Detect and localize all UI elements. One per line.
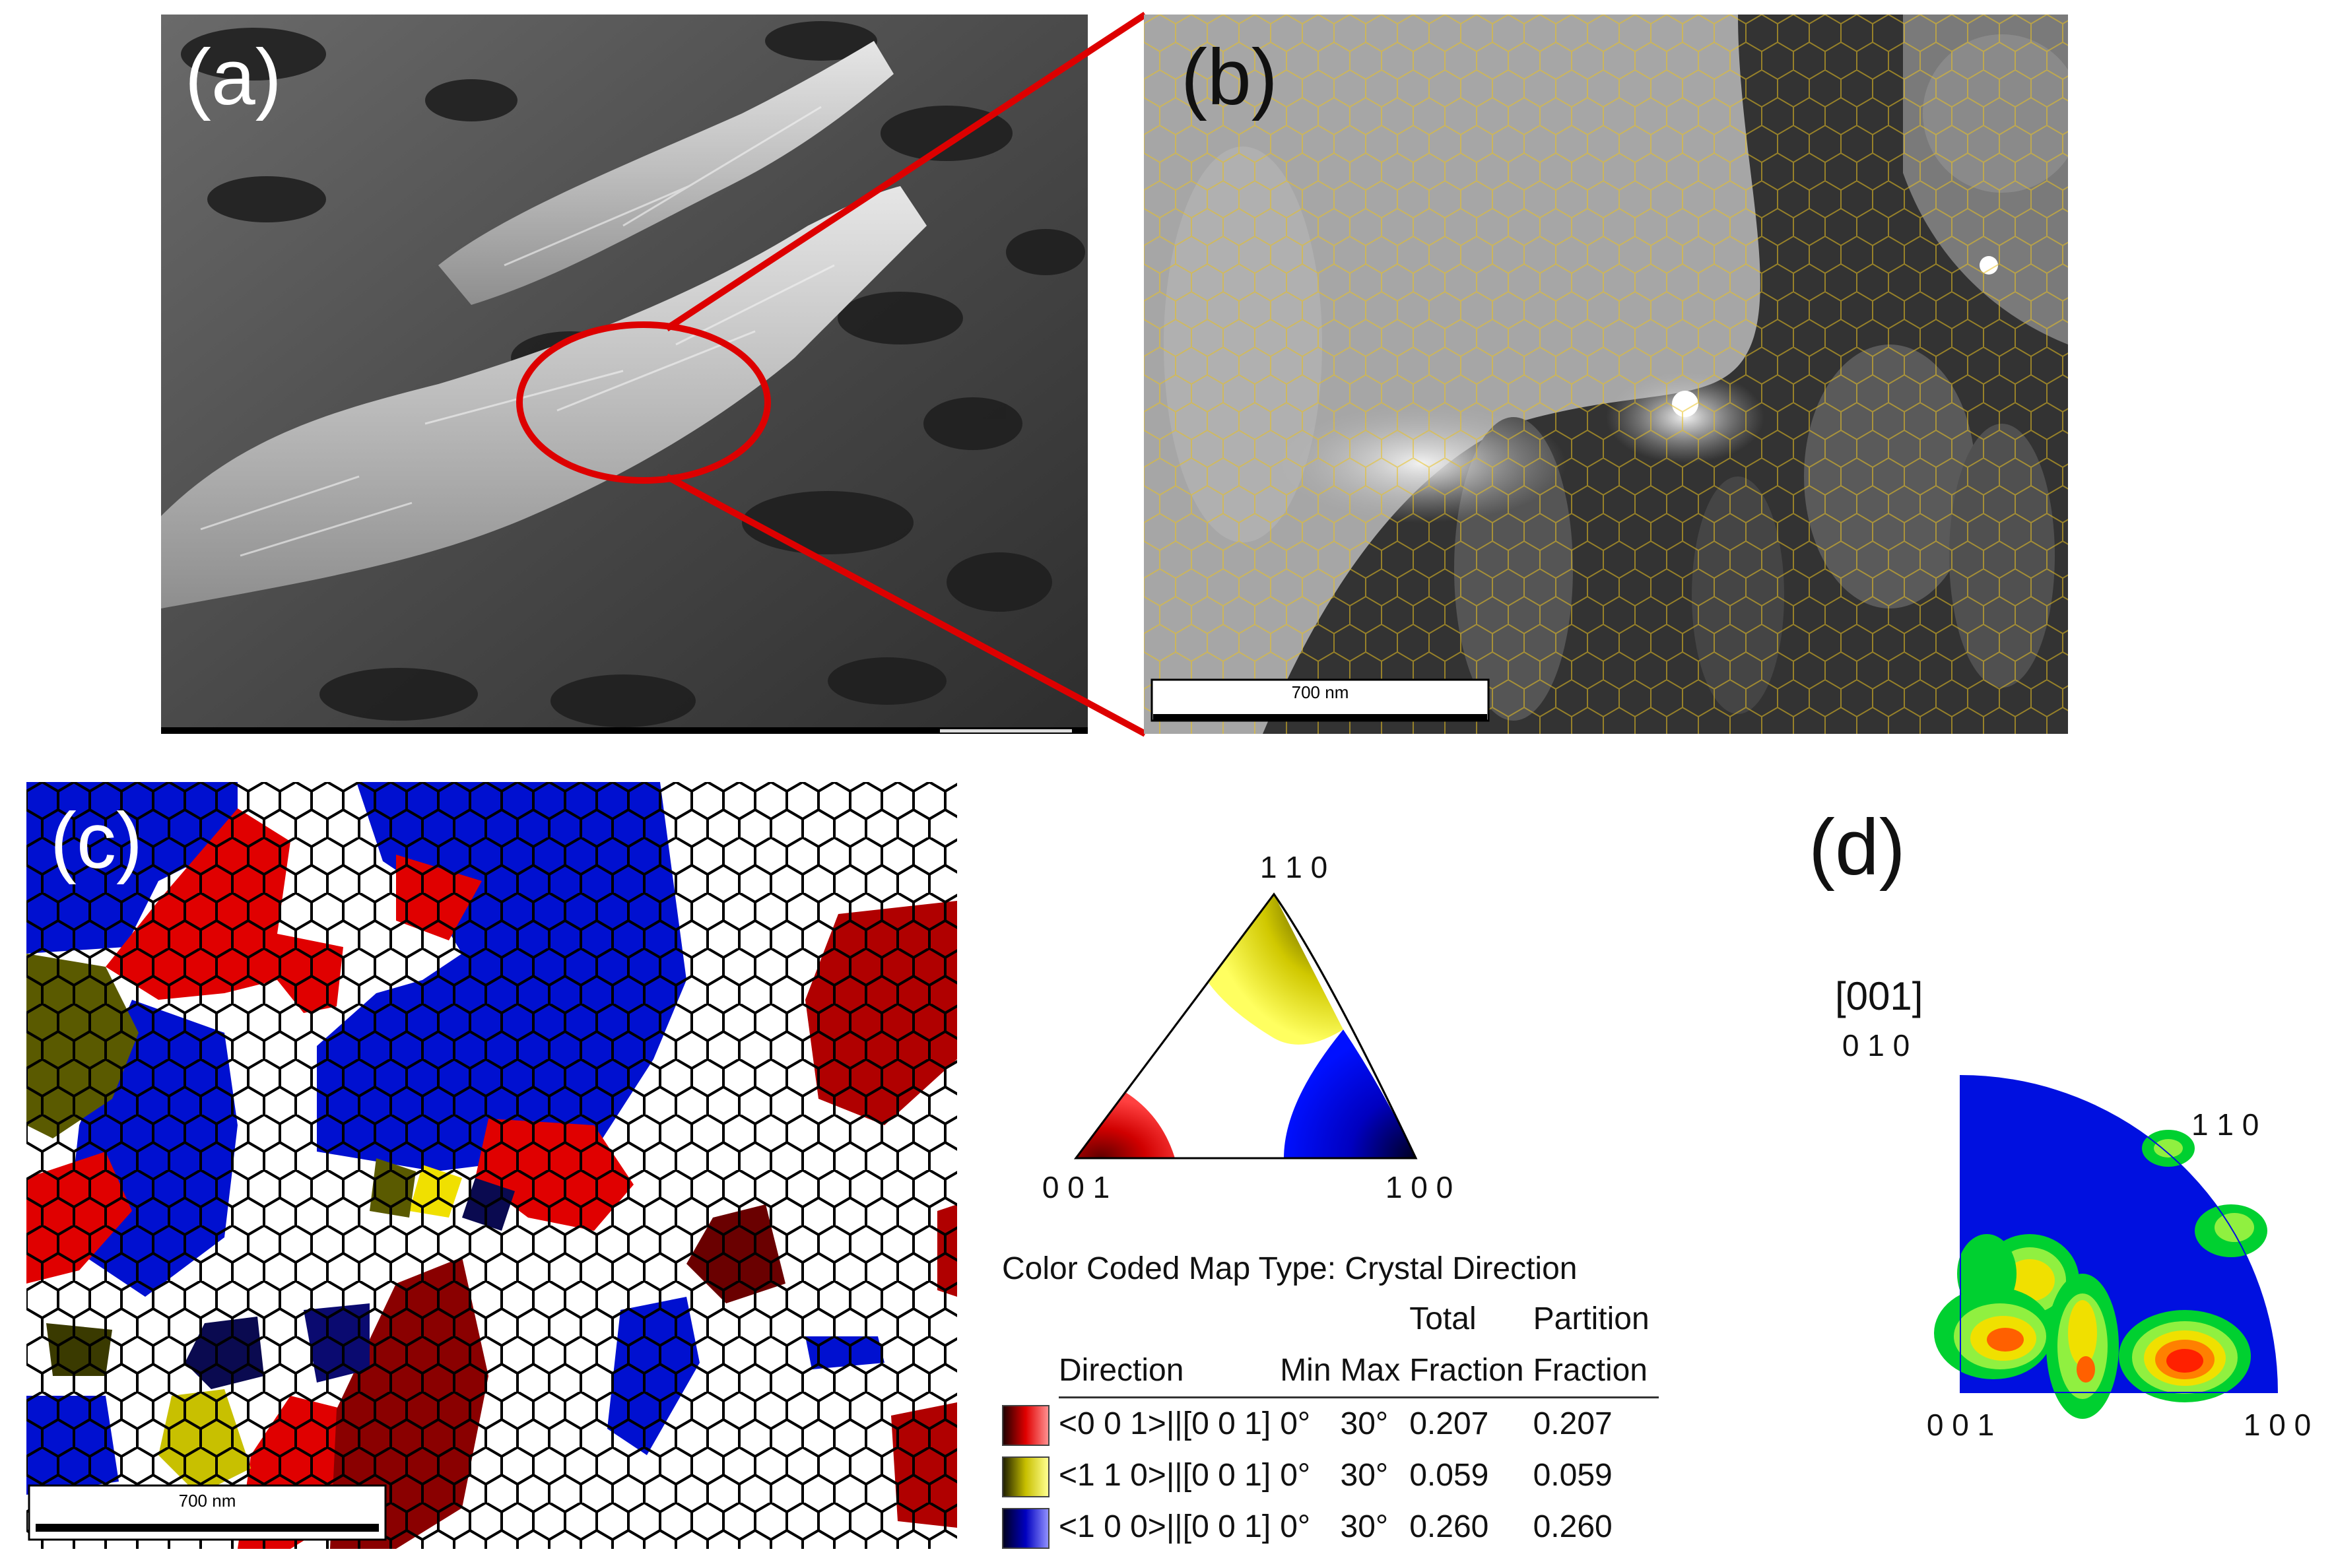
legend-row: <1 0 0>||[0 0 1] 0° 30° 0.260 0.260 — [1002, 1501, 1659, 1553]
legend-swatch-yellow — [1002, 1456, 1050, 1498]
pole-figure-contours — [1934, 1130, 2267, 1419]
ipf-top-label: 1 1 0 — [1260, 850, 1327, 884]
legend-min: 0° — [1280, 1509, 1311, 1544]
ipf-right-label: 1 0 0 — [1385, 1170, 1453, 1204]
panel-b-image-quality-map: 700 nm (b) — [1144, 15, 2081, 734]
legend-title: Color Coded Map Type: Crystal Direction — [1002, 1251, 1578, 1286]
ipf-blue-region — [1284, 1029, 1416, 1158]
ipf-left-label: 0 0 1 — [1042, 1170, 1110, 1204]
panel-b-scalebar-label: 700 nm — [1291, 682, 1349, 702]
panel-b-label: (b) — [1181, 33, 1278, 121]
legend-min: 0° — [1280, 1458, 1311, 1493]
zoom-line-bottom — [665, 473, 1147, 737]
pole-figure-left-label: 0 0 1 — [1927, 1408, 1994, 1442]
header-max: Max — [1340, 1345, 1410, 1398]
sem-image — [161, 15, 1088, 734]
header-total-2: Fraction — [1409, 1345, 1533, 1398]
pole-figure-right-label: 1 0 0 — [2244, 1408, 2311, 1442]
header-min: Min — [1280, 1345, 1341, 1398]
header-partition-1: Partition — [1533, 1301, 1650, 1336]
legend-total: 0.059 — [1409, 1458, 1489, 1493]
panel-a-label: (a) — [185, 33, 282, 121]
legend-partition: 0.260 — [1533, 1509, 1613, 1544]
legend-min: 0° — [1280, 1406, 1311, 1441]
panel-a-sem-image: (a) — [161, 15, 1088, 734]
iq-map — [1144, 15, 2081, 734]
legend-direction: <1 0 0>||[0 0 1] — [1059, 1509, 1271, 1544]
zoom-indicator — [516, 11, 1147, 737]
legend-max: 30° — [1340, 1406, 1389, 1441]
legend-row: <1 1 0>||[0 0 1] 0° 30° 0.059 0.059 — [1002, 1450, 1659, 1501]
legend-direction: <1 1 0>||[0 0 1] — [1059, 1458, 1271, 1493]
ipf-color-key: 1 1 0 0 0 1 1 0 0 — [1042, 850, 1453, 1204]
legend-swatch-red — [1002, 1405, 1050, 1447]
zoom-line-top — [665, 11, 1147, 332]
legend-total: 0.207 — [1409, 1406, 1489, 1441]
legend-max: 30° — [1340, 1509, 1389, 1544]
orientation-map — [26, 782, 957, 1549]
legend-direction: <0 0 1>||[0 0 1] — [1059, 1406, 1271, 1441]
panel-d-label: (d) — [1809, 803, 1906, 892]
legend-table: Total Partition Direction Min Max Fracti… — [1002, 1293, 1659, 1553]
ipf-yellow-region — [1208, 894, 1343, 1045]
panel-d-pole-figure: [001] 0 1 0 1 1 0 0 0 1 1 0 0 — [1835, 974, 2311, 1442]
legend-partition: 0.059 — [1533, 1458, 1613, 1493]
legend-partition: 0.207 — [1533, 1406, 1613, 1441]
zoom-circle — [516, 321, 771, 484]
legend: Color Coded Map Type: Crystal Direction … — [1002, 1251, 1787, 1553]
ipf-red-region — [1076, 1092, 1175, 1158]
header-partition-2: Fraction — [1533, 1345, 1659, 1398]
legend-max: 30° — [1340, 1458, 1389, 1493]
pole-figure-mid-label: 1 1 0 — [2191, 1107, 2259, 1142]
header-total-1: Total — [1409, 1301, 1477, 1336]
legend-swatch-blue — [1002, 1508, 1050, 1550]
panel-c-scalebar-label: 700 nm — [178, 1491, 236, 1511]
legend-total: 0.260 — [1409, 1509, 1489, 1544]
panel-c-label: (c) — [50, 797, 143, 885]
panel-c-orientation-map: 700 nm (c) — [26, 782, 957, 1549]
pole-figure-direction: [001] — [1835, 974, 1923, 1018]
pole-figure-top-label: 0 1 0 — [1842, 1028, 1910, 1062]
header-direction: Direction — [1059, 1345, 1281, 1398]
legend-row: <0 0 1>||[0 0 1] 0° 30° 0.207 0.207 — [1002, 1398, 1659, 1451]
